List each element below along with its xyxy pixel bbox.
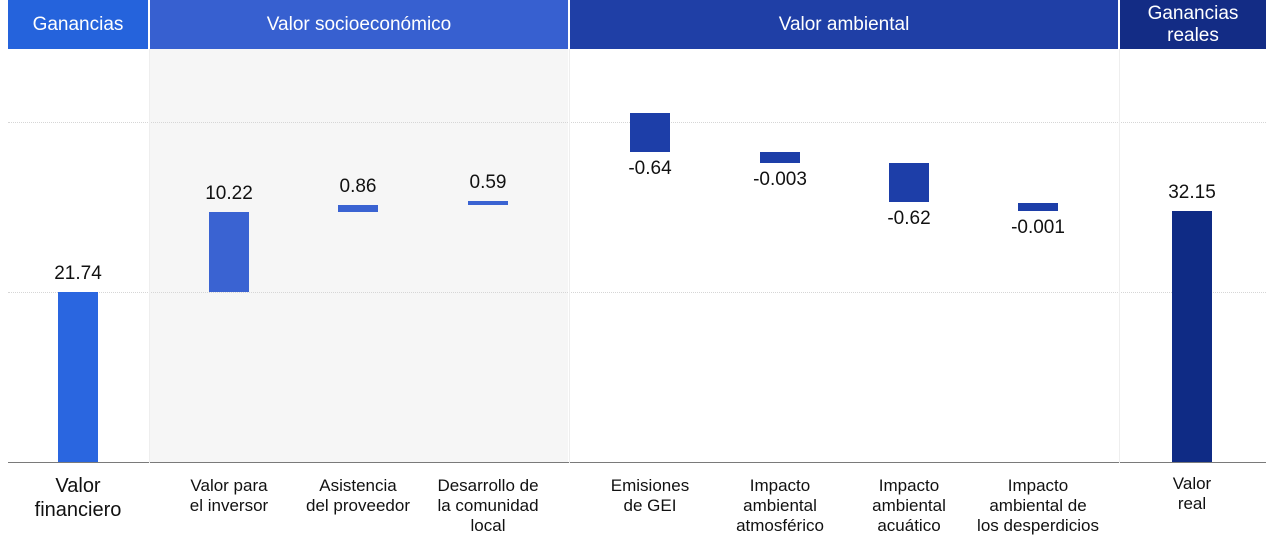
category-label-8: Impacto ambiental de los desperdicios	[977, 476, 1099, 535]
category-label-7: Impacto ambiental acuático	[872, 476, 946, 535]
bar-7	[889, 163, 929, 202]
group-header-2: Valor socioeconómico	[150, 0, 568, 49]
value-label-5: -0.64	[628, 158, 672, 179]
category-label-5: Emisiones de GEI	[610, 476, 690, 515]
x-axis-baseline	[8, 462, 1266, 463]
group-header-label: Ganancias	[32, 13, 124, 35]
bar-1	[58, 291, 98, 462]
category-label-3: Asistencia del proveedor	[306, 476, 410, 515]
category-label-9: Valor real	[1172, 474, 1212, 513]
value-label-2: 10.22	[205, 183, 253, 205]
category-label-2: Valor para el inversor	[189, 476, 269, 515]
group-header-label: Valor ambiental	[778, 13, 910, 35]
group-header-4: Ganancias reales	[1120, 0, 1266, 49]
value-label-3: 0.86	[339, 176, 377, 198]
bar-5	[630, 113, 670, 152]
bar-4	[468, 200, 508, 206]
value-label-9: 32.15	[1168, 181, 1216, 203]
bar-2	[209, 212, 249, 292]
value-label-8: -0.001	[1011, 217, 1065, 238]
bar-6	[760, 152, 800, 163]
group-separator	[569, 49, 570, 463]
bar-9	[1172, 210, 1212, 462]
value-label-4: 0.59	[469, 171, 507, 193]
group-header-label: Ganancias reales	[1147, 2, 1239, 46]
value-label-6: -0.003	[753, 169, 807, 190]
value-label-7: -0.62	[887, 208, 931, 229]
category-label-4: Desarrollo de la comunidad local	[437, 476, 539, 535]
bar-3	[338, 205, 378, 213]
group-separator	[149, 49, 150, 463]
category-label-1: Valor financiero	[34, 475, 122, 521]
group-header-3: Valor ambiental	[570, 0, 1118, 49]
group-header-label: Valor socioeconómico	[266, 13, 452, 35]
bar-8	[1018, 203, 1058, 211]
gridline	[8, 292, 1266, 293]
group-header-1: Ganancias	[8, 0, 148, 49]
group-separator	[1119, 49, 1120, 463]
value-label-1: 21.74	[54, 262, 102, 284]
category-label-6: Impacto ambiental atmosférico	[736, 476, 824, 535]
